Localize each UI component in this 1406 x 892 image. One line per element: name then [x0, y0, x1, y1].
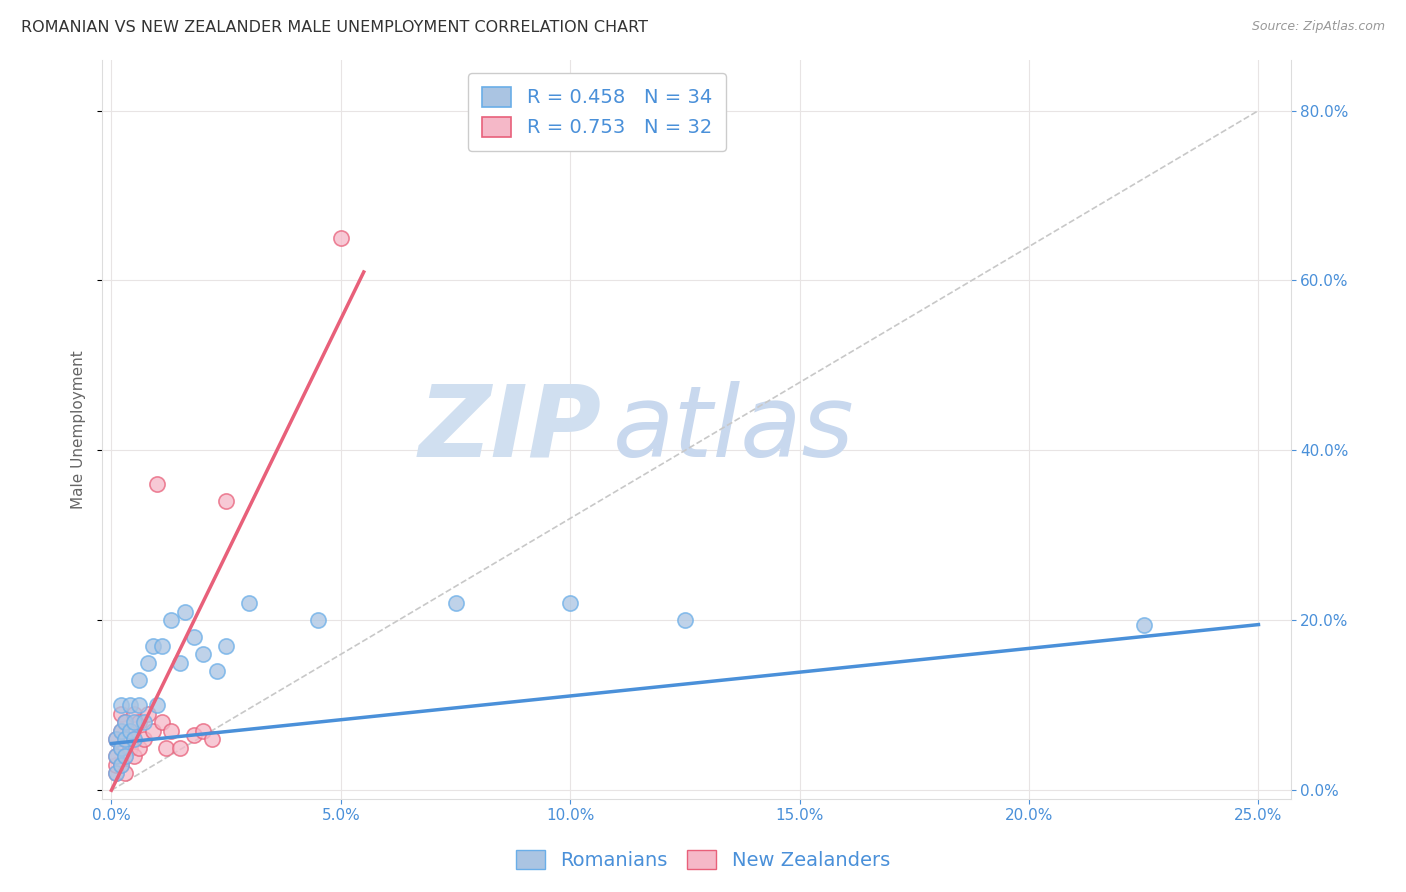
Point — [104, 749, 127, 764]
Point — [142, 639, 165, 653]
Point — [104, 766, 127, 780]
Point — [110, 706, 132, 721]
Text: ZIP: ZIP — [419, 381, 602, 478]
Point — [104, 749, 127, 764]
Point — [169, 740, 191, 755]
Point — [128, 715, 150, 730]
Point — [124, 732, 146, 747]
Legend: Romanians, New Zealanders: Romanians, New Zealanders — [508, 842, 898, 878]
Text: ROMANIAN VS NEW ZEALANDER MALE UNEMPLOYMENT CORRELATION CHART: ROMANIAN VS NEW ZEALANDER MALE UNEMPLOYM… — [21, 20, 648, 35]
Point — [183, 630, 205, 644]
Point — [114, 715, 136, 730]
Point — [114, 715, 136, 730]
Point — [118, 723, 141, 738]
Point — [110, 757, 132, 772]
Point — [110, 723, 132, 738]
Point — [128, 673, 150, 687]
Point — [155, 740, 177, 755]
Point — [191, 648, 214, 662]
Point — [114, 732, 136, 747]
Point — [128, 740, 150, 755]
Point — [238, 596, 260, 610]
Point — [173, 605, 195, 619]
Point — [160, 723, 183, 738]
Point — [114, 749, 136, 764]
Point — [201, 732, 224, 747]
Point — [146, 698, 169, 713]
Point — [118, 740, 141, 755]
Point — [110, 698, 132, 713]
Point — [205, 665, 228, 679]
Point — [114, 749, 136, 764]
Point — [329, 231, 352, 245]
Point — [104, 732, 127, 747]
Point — [124, 749, 146, 764]
Point — [114, 766, 136, 780]
Point — [191, 723, 214, 738]
Point — [169, 656, 191, 670]
Point — [307, 613, 329, 627]
Point — [215, 494, 238, 508]
Point — [128, 698, 150, 713]
Point — [104, 766, 127, 780]
Point — [560, 596, 582, 610]
Point — [110, 757, 132, 772]
Y-axis label: Male Unemployment: Male Unemployment — [72, 350, 86, 508]
Point — [444, 596, 467, 610]
Point — [118, 698, 141, 713]
Point — [673, 613, 696, 627]
Text: Source: ZipAtlas.com: Source: ZipAtlas.com — [1251, 20, 1385, 33]
Point — [150, 715, 173, 730]
Point — [150, 639, 173, 653]
Point — [1132, 617, 1154, 632]
Point — [142, 723, 165, 738]
Point — [160, 613, 183, 627]
Point — [124, 732, 146, 747]
Point — [110, 723, 132, 738]
Point — [104, 757, 127, 772]
Point — [124, 706, 146, 721]
Point — [136, 656, 159, 670]
Point — [104, 732, 127, 747]
Point — [132, 732, 155, 747]
Point — [124, 715, 146, 730]
Point — [215, 639, 238, 653]
Point — [136, 706, 159, 721]
Point — [110, 740, 132, 755]
Point — [183, 728, 205, 742]
Point — [118, 723, 141, 738]
Point — [110, 740, 132, 755]
Legend: R = 0.458   N = 34, R = 0.753   N = 32: R = 0.458 N = 34, R = 0.753 N = 32 — [468, 73, 725, 151]
Point — [146, 477, 169, 491]
Text: atlas: atlas — [613, 381, 855, 478]
Point — [132, 715, 155, 730]
Point — [114, 732, 136, 747]
